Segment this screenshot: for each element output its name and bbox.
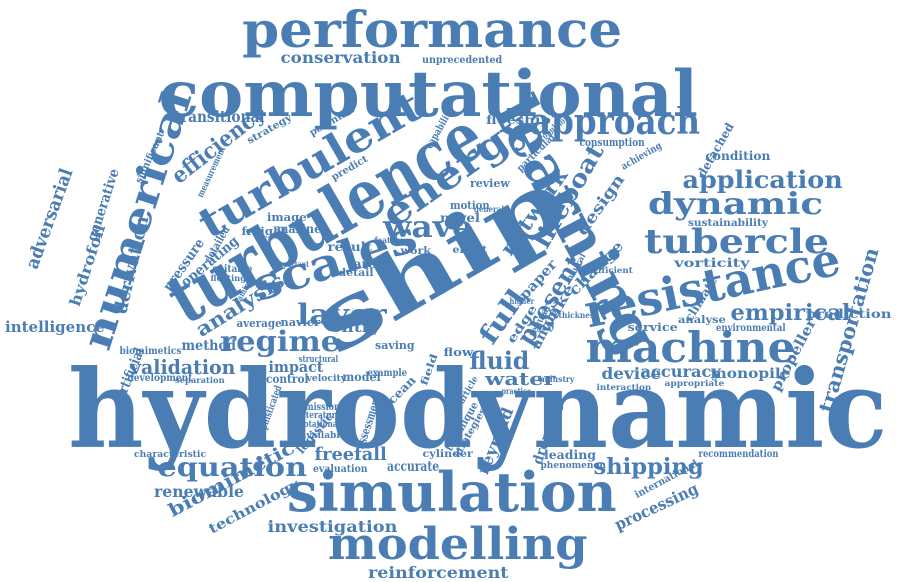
cloud-word-higher: higher — [509, 296, 535, 306]
cloud-word-floeship: floeship — [485, 113, 551, 127]
cloud-word-cylinder: cylinder — [421, 449, 473, 460]
cloud-word-freight: freight — [241, 224, 287, 238]
cloud-word-effect: effect — [452, 245, 488, 256]
cloud-word-work: work — [399, 246, 431, 257]
cloud-word-tubercle: tubercle — [643, 222, 829, 262]
cloud-word-vorticity: vorticity — [674, 256, 750, 270]
cloud-word-adversarial: adversarial — [21, 165, 78, 272]
cloud-word-freefall: freefall — [314, 444, 387, 465]
cloud-word-phenomenon: phenomenon — [540, 460, 606, 471]
cloud-word-approach: approach — [530, 101, 701, 143]
cloud-word-environmental: environmental — [715, 323, 786, 334]
cloud-word-method: method — [181, 338, 237, 354]
cloud-word-water: water — [484, 369, 556, 390]
cloud-word-machine: machine — [584, 323, 796, 372]
cloud-word-entry: entry — [329, 320, 381, 336]
cloud-word-wave: wave — [382, 210, 473, 245]
cloud-word-appropriate: appropriate — [664, 378, 724, 388]
cloud-word-motion: motion — [449, 198, 490, 212]
cloud-word-analyse: analyse — [678, 315, 726, 326]
cloud-word-detail: detail — [338, 268, 374, 279]
cloud-word-practice: practice — [500, 386, 531, 396]
cloud-word-simulation: simulation — [286, 460, 617, 524]
cloud-word-sustainability: sustainability — [687, 218, 769, 229]
cloud-word-control: control — [266, 372, 309, 386]
cloud-word-consumption: consumption — [579, 135, 645, 149]
cloud-word-literature: literature — [300, 410, 341, 421]
cloud-word-regime: regime — [219, 325, 341, 358]
cloud-word-industry: industry — [538, 374, 574, 384]
cloud-word-service: service — [626, 320, 678, 334]
cloud-word-device: device — [600, 364, 661, 383]
cloud-word-efficient: efficient — [591, 265, 633, 275]
cloud-word-accurate: accurate — [387, 459, 440, 475]
cloud-word-leading: leading — [543, 448, 597, 462]
cloud-word-renewable: renewable — [154, 482, 245, 501]
cloud-word-unprecedented: unprecedented — [422, 55, 503, 66]
cloud-word-intelligence: intelligence — [5, 317, 105, 336]
cloud-word-dynamic: dynamic — [647, 187, 823, 222]
cloud-word-hydrodynamic: hydrodynamic — [68, 347, 888, 473]
cloud-word-flow: flow — [443, 345, 473, 359]
cloud-word-condition: condition — [705, 149, 771, 163]
cloud-word-validation: validation — [129, 355, 235, 379]
cloud-word-model: model — [342, 370, 381, 384]
cloud-word-example: example — [366, 368, 407, 379]
cloud-word-application: application — [681, 165, 843, 194]
cloud-word-modelling: modelling — [328, 519, 588, 570]
cloud-word-computational: computational — [158, 57, 698, 132]
cloud-word-layer: layer — [297, 298, 387, 331]
cloud-word-development: development — [127, 373, 193, 384]
cloud-word-saving: saving — [375, 338, 415, 352]
cloud-word-fluid: fluid — [468, 346, 529, 375]
cloud-word-suitable: suitable — [211, 264, 252, 275]
cloud-word-reinforcement: reinforcement — [367, 563, 509, 582]
cloud-word-investigation: investigation — [267, 517, 397, 536]
cloud-word-review: review — [470, 176, 510, 190]
cloud-word-transitional: transitional — [174, 107, 265, 126]
cloud-word-floating: floating — [210, 273, 246, 283]
cloud-word-navier: navier — [279, 315, 320, 329]
cloud-word-feature: feature — [373, 235, 404, 245]
cloud-word-structural: structural — [297, 354, 338, 365]
cloud-word-biomimetics: biomimetics — [118, 346, 181, 357]
cloud-word-conservation: conservation — [280, 48, 401, 67]
cloud-word-empirical: empirical — [729, 300, 851, 326]
cloud-word-interaction: interaction — [596, 382, 652, 392]
cloud-word-result: result — [327, 240, 373, 254]
cloud-word-novel: novel — [440, 211, 480, 225]
cloud-word-rotational: rotational — [300, 419, 341, 430]
cloud-word-monopile: monopile — [709, 366, 791, 382]
cloud-word-image: image — [267, 210, 307, 224]
cloud-word-characteristic: characteristic — [133, 449, 207, 460]
cloud-word-equation: equation — [157, 453, 307, 483]
cloud-word-emission: emission — [299, 402, 340, 413]
cloud-word-arctic: arctic — [352, 257, 393, 271]
cloud-word-performance: performance — [242, 0, 623, 59]
cloud-word-prediction: prediction — [805, 307, 891, 321]
cloud-word-evaluation: evaluation — [312, 464, 368, 475]
cloud-word-recommendation: recommendation — [698, 449, 779, 460]
cloud-word-impact: impact — [268, 357, 324, 376]
cloud-word-general: general — [474, 204, 505, 214]
cloud-word-average: average — [236, 316, 282, 330]
cloud-word-velocity: velocity — [305, 373, 346, 384]
cloud-word-available: available — [300, 430, 346, 441]
cloud-word-marine: marine — [276, 222, 322, 236]
cloud-word-shipping: shipping — [592, 454, 704, 480]
cloud-word-thickness: thickness — [558, 310, 598, 320]
cloud-word-important: important — [273, 259, 309, 269]
cloud-word-separation: separation — [174, 375, 225, 385]
cloud-word-accuracy: accuracy — [639, 362, 721, 381]
